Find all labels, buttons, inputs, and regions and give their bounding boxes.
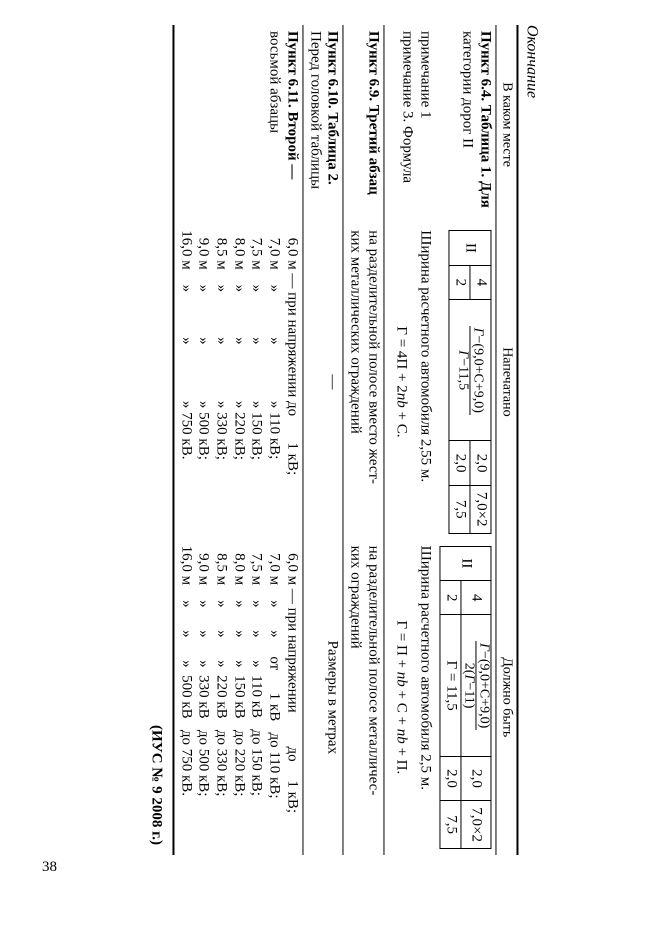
th-location: В каком месте xyxy=(496,25,518,224)
r5-s: 6,0 м — при напряжении до 1 кВ; 7,0 м » … xyxy=(173,539,302,854)
th-should: Должно быть xyxy=(496,539,518,854)
f-printed: Г = 4П + 2nb + С. xyxy=(392,230,410,533)
r2-loc: примечание 1 примечание 3. Формула xyxy=(383,25,435,224)
r3-loc: Пункт 6.9. Третий абзац xyxy=(343,25,383,224)
s-c1t: 2,0 xyxy=(461,756,491,800)
s-c2b: 7,5 xyxy=(440,801,461,849)
c2b: 7,5 xyxy=(449,485,470,533)
r1-mini-should: II 4 Г−(9,0+С+9,0) 2(Г−11) 2,0 7,0×2 xyxy=(439,545,491,848)
r1-loc-2: категории дорог II xyxy=(460,31,476,148)
s-c1b: 2,0 xyxy=(440,756,461,800)
r3-p: на разделительной полосе вместо жест- ки… xyxy=(343,224,383,539)
r1-should: II 4 Г−(9,0+С+9,0) 2(Г−11) 2,0 7,0×2 xyxy=(435,539,496,854)
f-should: Г = П + nb + С + nb + П. xyxy=(392,545,410,848)
r1-mini-printed: II 4 Г−(9,0+С+9,0) Г−11,5 2,0 7,0×2 xyxy=(448,230,491,533)
r4-s: Размеры в метрах xyxy=(303,539,343,854)
r5-loc: Пункт 6.11. Второй — восьмой абзацы xyxy=(173,25,302,224)
r2-printed: Ширина расчетного автомобиля 2,55 м. Г =… xyxy=(383,224,435,539)
th-printed: Напечатано xyxy=(496,224,518,539)
s-2: 2 xyxy=(440,580,461,614)
c-4: 4 xyxy=(470,265,491,299)
s-lbl-II: II xyxy=(440,546,491,581)
page-number: 38 xyxy=(42,859,57,876)
r2-loc-1: примечание 1 xyxy=(417,31,433,119)
r1-loc: Пункт 6.4. Таблица 1. Для категории доро… xyxy=(435,25,496,224)
c1t: 2,0 xyxy=(470,441,491,485)
errata-table: В каком месте Напечатано Должно быть Пун… xyxy=(172,25,518,855)
caption: Окончание xyxy=(522,25,540,855)
frac-should: Г−(9,0+С+9,0) 2(Г−11) xyxy=(461,615,491,756)
s-row2-f: Г = 11,5 xyxy=(440,615,461,756)
r1-loc-1: Пункт 6.4. Таблица 1. Для xyxy=(477,31,493,208)
ius-note: (ИУС № 9 2008 г.) xyxy=(147,25,164,855)
r4-loc: Пункт 6.10. Таблица 2. Перед головкой та… xyxy=(303,25,343,224)
r1-printed: II 4 Г−(9,0+С+9,0) Г−11,5 2,0 7,0×2 xyxy=(435,224,496,539)
c-2: 2 xyxy=(449,265,470,299)
r2-should: Ширина расчетного автомобиля 2,5 м. Г = … xyxy=(383,539,435,854)
lbl-II: II xyxy=(449,231,491,266)
r2-p-text: Ширина расчетного автомобиля 2,55 м. xyxy=(417,230,433,482)
frac-printed: Г−(9,0+С+9,0) Г−11,5 xyxy=(449,299,491,440)
r4-p: — xyxy=(303,224,343,539)
r5-p: 6,0 м — при напряжении до 1 кВ; 7,0 м » … xyxy=(173,224,302,539)
r3-s: на разделительной полосе металличес- ких… xyxy=(343,539,383,854)
c1b: 2,0 xyxy=(449,441,470,485)
s-4: 4 xyxy=(461,580,491,614)
s-c2t: 7,0×2 xyxy=(461,801,491,849)
r2-s-text: Ширина расчетного автомобиля 2,5 м. xyxy=(417,545,433,789)
r2-loc-2: примечание 3. Формула xyxy=(400,31,416,183)
c2t: 7,0×2 xyxy=(470,485,491,533)
